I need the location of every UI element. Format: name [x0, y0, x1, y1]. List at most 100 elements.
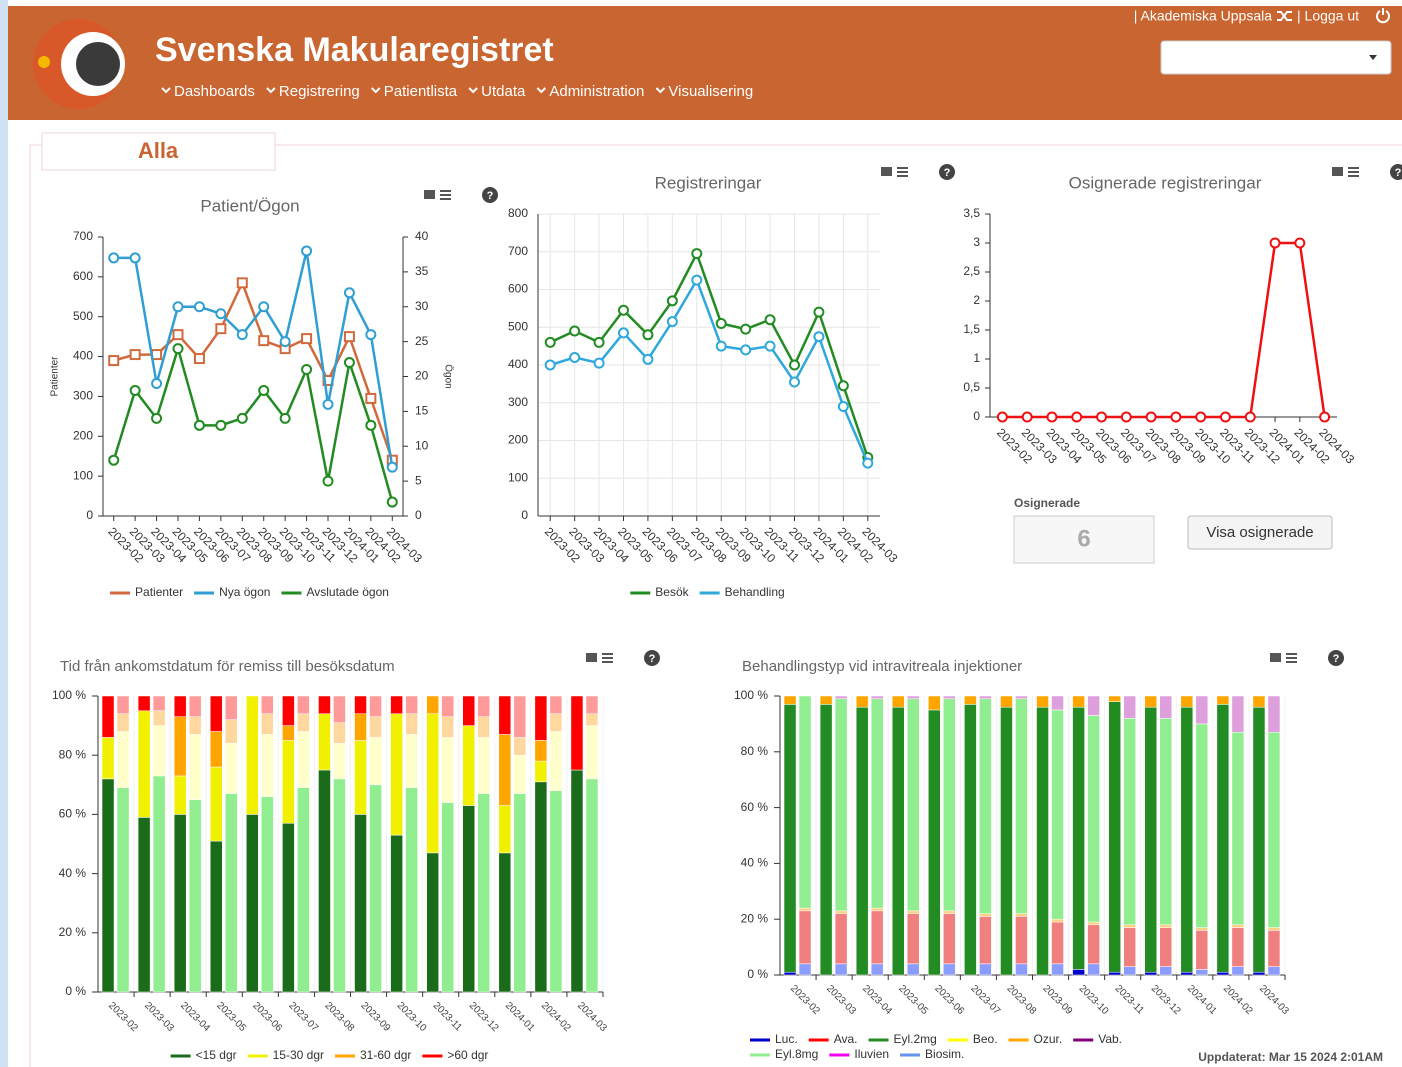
- bar-segment: [210, 840, 223, 993]
- nav-item[interactable]: Registrering: [279, 83, 360, 100]
- y-tick-label: 80 %: [741, 744, 769, 758]
- legend-label: >60 dgr: [447, 1048, 488, 1062]
- bar-segment: [819, 704, 833, 976]
- export-list-icon[interactable]: [897, 167, 908, 177]
- export-image-icon[interactable]: [424, 190, 435, 199]
- bar-segment: [1231, 732, 1245, 926]
- bar-segment: [1231, 695, 1245, 733]
- show-button[interactable]: [1187, 515, 1333, 550]
- chart-title: Osignerade registreringar: [1069, 173, 1262, 192]
- bar-segment: [1180, 706, 1194, 973]
- y-tick-label: 3: [973, 235, 980, 249]
- bar-segment: [943, 910, 956, 914]
- export-image-icon[interactable]: [881, 167, 892, 176]
- bar-segment: [354, 695, 367, 715]
- point: [322, 398, 334, 410]
- bar-segment: [1159, 924, 1172, 928]
- bar-segment: [907, 913, 920, 965]
- bar-segment: [943, 963, 956, 976]
- point: [740, 323, 752, 335]
- power-icon[interactable]: [1376, 8, 1390, 24]
- legend-label: Ava.: [834, 1032, 858, 1046]
- y-tick-label: 100: [73, 468, 93, 482]
- bar-segment: [855, 706, 869, 976]
- point: [1170, 411, 1182, 423]
- bar-segment: [101, 737, 115, 780]
- y2-tick-label: 0: [415, 508, 422, 522]
- chart-title: Tid från ankomstdatum för remiss till be…: [60, 658, 395, 675]
- series-line: [549, 250, 869, 458]
- bar-segment: [152, 725, 166, 777]
- bar-segment: [1195, 695, 1209, 725]
- bar-segment: [282, 725, 295, 741]
- legend-label: Nya ögon: [219, 585, 270, 599]
- y-tick-label: 0: [86, 508, 93, 522]
- export-image-icon[interactable]: [1270, 653, 1281, 662]
- bar-segment: [1072, 706, 1085, 970]
- help-icon[interactable]: [1328, 650, 1344, 666]
- bar-segment: [783, 704, 797, 973]
- point: [151, 377, 163, 389]
- bar-segment: [549, 713, 563, 732]
- unit-select[interactable]: [1160, 40, 1392, 75]
- bar-segment: [152, 695, 166, 712]
- bar-segment: [1123, 927, 1136, 967]
- bar-segment: [1195, 723, 1209, 928]
- bar-segment: [173, 814, 187, 993]
- bar-segment: [1051, 709, 1064, 920]
- legend-label: 15-30 dgr: [273, 1048, 324, 1062]
- export-list-icon[interactable]: [602, 653, 613, 663]
- bar-segment: [798, 910, 812, 965]
- nav-item[interactable]: Utdata: [481, 83, 526, 100]
- bar-segment: [426, 695, 439, 715]
- export-image-icon[interactable]: [586, 653, 597, 662]
- show-button-label[interactable]: Visa osignerade: [1206, 524, 1313, 541]
- bar-segment: [513, 737, 527, 756]
- bar-segment: [477, 737, 490, 794]
- bar-segment: [1123, 966, 1136, 976]
- switch-icon[interactable]: [1277, 11, 1292, 21]
- y-tick-label: 200: [73, 428, 93, 442]
- bar-segment: [369, 716, 382, 738]
- y2-tick-label: 20: [415, 369, 429, 383]
- nav-item[interactable]: Administration: [549, 83, 644, 100]
- left-strip: [0, 0, 8, 1067]
- logout-link[interactable]: | Logga ut: [1297, 8, 1359, 24]
- nav-icon: [536, 87, 547, 94]
- bar-segment: [1159, 695, 1172, 719]
- help-icon-text[interactable]: ?: [1395, 167, 1402, 179]
- help-icon-text[interactable]: ?: [649, 653, 656, 665]
- legend-label: Ozur.: [1034, 1032, 1063, 1046]
- bar-segment: [549, 731, 563, 791]
- export-image-icon[interactable]: [1332, 167, 1343, 176]
- y-tick-label: 1: [973, 351, 980, 365]
- bar-segment: [225, 743, 238, 794]
- nav-item[interactable]: Dashboards: [174, 83, 255, 100]
- bar-segment: [1267, 930, 1281, 967]
- y-tick-label: 400: [508, 357, 528, 371]
- point: [343, 357, 355, 369]
- export-list-icon[interactable]: [440, 190, 451, 200]
- nav-item[interactable]: Patientlista: [384, 83, 458, 100]
- org-link[interactable]: | Akademiska Uppsala: [1134, 8, 1272, 24]
- bar-segment: [333, 778, 346, 993]
- nav-item[interactable]: Visualisering: [668, 83, 753, 100]
- nav-icon: [468, 87, 478, 94]
- help-icon-text[interactable]: ?: [944, 167, 951, 179]
- bar-segment: [282, 823, 295, 993]
- export-list-icon[interactable]: [1348, 167, 1359, 177]
- bar-segment: [261, 695, 274, 715]
- y-tick-label: 40 %: [741, 856, 769, 870]
- help-icon[interactable]: [1390, 164, 1402, 180]
- y-tick-label: 40 %: [59, 866, 87, 880]
- bar-segment: [1123, 718, 1136, 926]
- help-icon-text[interactable]: ?: [1333, 653, 1340, 665]
- bar-segment: [1195, 927, 1209, 931]
- help-icon[interactable]: [482, 187, 498, 203]
- help-icon-text[interactable]: ?: [487, 190, 494, 202]
- export-list-icon[interactable]: [1286, 653, 1297, 663]
- point: [301, 364, 313, 376]
- help-icon[interactable]: [939, 164, 955, 180]
- help-icon[interactable]: [644, 650, 660, 666]
- bar-segment: [1015, 963, 1028, 976]
